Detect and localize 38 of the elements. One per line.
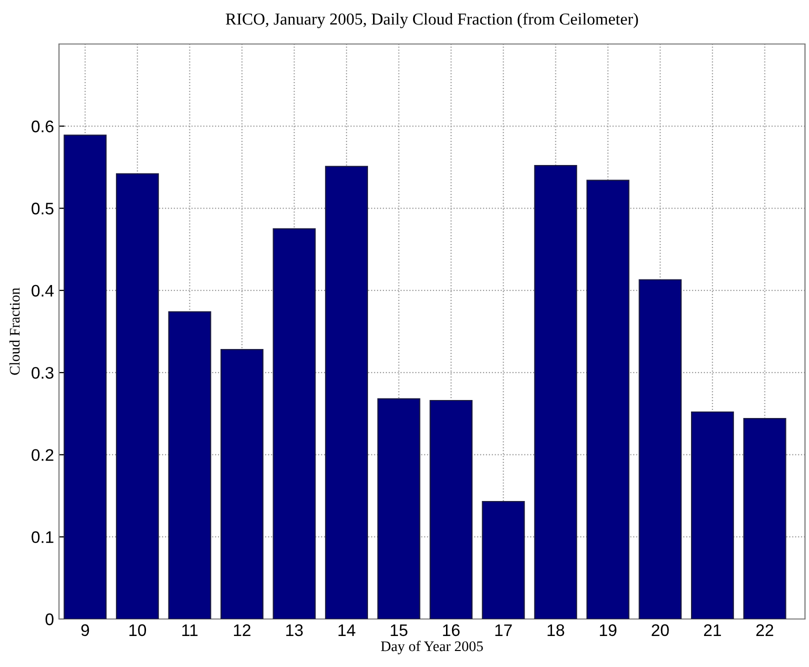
bar: [638, 279, 682, 619]
y-tick-label: 0.6: [32, 120, 54, 132]
x-tick-label: 9: [81, 624, 89, 636]
bar: [64, 134, 107, 619]
chart-title: RICO, January 2005, Daily Cloud Fraction (from Ceilometer): [226, 12, 638, 28]
bar: [325, 166, 368, 619]
y-axis-title: Cloud Fraction: [9, 288, 20, 375]
bar: [482, 500, 525, 619]
y-tick-label: 0.3: [32, 366, 54, 379]
bar: [220, 349, 264, 619]
bar: [743, 418, 786, 619]
x-tick-label: 21: [704, 624, 721, 636]
x-tick-label: 12: [234, 624, 250, 636]
x-tick-label: 16: [443, 624, 460, 636]
bar: [272, 228, 316, 619]
bar: [116, 173, 159, 619]
bar: [377, 398, 420, 619]
y-tick-label: 0: [46, 613, 54, 626]
bar: [586, 180, 630, 619]
y-tick-label: 0.1: [32, 531, 54, 544]
x-tick-label: 20: [652, 624, 669, 636]
x-tick-label: 18: [548, 624, 564, 636]
x-tick-label: 11: [182, 624, 198, 636]
x-tick-label: 19: [600, 624, 616, 636]
bar: [168, 311, 212, 619]
x-tick-label: 14: [338, 624, 356, 636]
y-tick-label: 0.4: [32, 284, 54, 297]
x-axis-title: Day of Year 2005: [380, 640, 483, 654]
bar: [534, 165, 578, 619]
bar: [691, 411, 734, 619]
y-tick-label: 0.5: [32, 202, 54, 214]
y-tick-label: 0.2: [32, 449, 54, 461]
x-tick-label: 10: [129, 624, 146, 636]
x-tick-label: 13: [286, 624, 303, 636]
x-tick-label: 15: [390, 624, 408, 636]
bar: [430, 400, 473, 619]
x-tick-label: 22: [756, 624, 774, 636]
x-tick-label: 17: [495, 624, 512, 636]
